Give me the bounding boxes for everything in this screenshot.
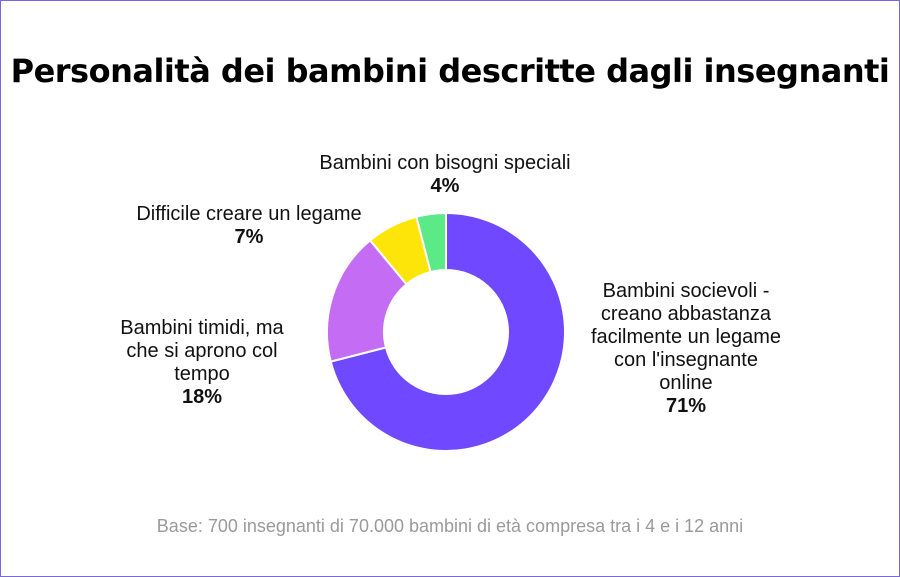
chart-title: Personalità dei bambini descritte dagli … [10, 52, 890, 90]
chart-footer-base-note: Base: 700 insegnanti di 70.000 bambini d… [156, 516, 744, 536]
label-sociable-value: 71% [665, 395, 707, 417]
label-shy-text: Bambini timidi, ma che si aprono col tem… [120, 317, 284, 385]
label-shy: Bambini timidi, ma che si aprono col tem… [92, 317, 312, 409]
slice-sociable [329, 211, 566, 452]
slice-special-needs [415, 211, 447, 274]
label-difficult: Difficile creare un legame 7% [110, 203, 388, 249]
label-special-needs-value: 4% [430, 175, 460, 197]
label-sociable-text: Bambini socievoli - creano abbastanza fa… [590, 280, 782, 394]
label-special-needs-text: Bambini con bisogni speciali [319, 152, 571, 174]
label-sociable: Bambini socievoli - creano abbastanza fa… [578, 280, 794, 418]
label-difficult-text: Difficile creare un legame [136, 203, 362, 225]
label-difficult-value: 7% [234, 226, 264, 248]
label-shy-value: 18% [181, 386, 223, 408]
label-special-needs: Bambini con bisogni speciali 4% [280, 152, 610, 198]
